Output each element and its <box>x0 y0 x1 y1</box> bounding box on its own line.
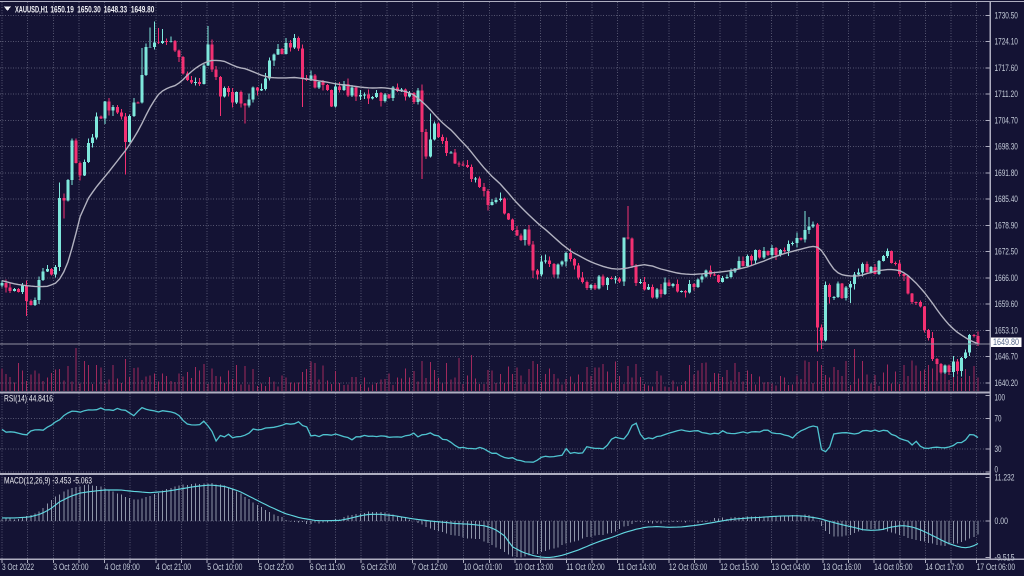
svg-text:6 Oct 11:00: 6 Oct 11:00 <box>310 562 345 572</box>
svg-text:3 Oct 2022: 3 Oct 2022 <box>2 562 34 572</box>
svg-text:11 Oct 02:00: 11 Oct 02:00 <box>566 562 604 572</box>
svg-text:0.00: 0.00 <box>995 516 1008 526</box>
svg-text:12 Oct 03:00: 12 Oct 03:00 <box>669 562 707 572</box>
svg-text:-9.515: -9.515 <box>995 552 1015 562</box>
svg-text:10 Oct 01:00: 10 Oct 01:00 <box>464 562 502 572</box>
svg-text:1648.33: 1648.33 <box>104 4 127 15</box>
svg-text:1649.80: 1649.80 <box>993 337 1019 347</box>
svg-text:4 Oct 21:00: 4 Oct 21:00 <box>156 562 191 572</box>
svg-text:1730.50: 1730.50 <box>995 11 1018 21</box>
svg-text:1653.10: 1653.10 <box>995 326 1018 336</box>
svg-text:11.232: 11.232 <box>995 473 1015 483</box>
svg-text:1685.40: 1685.40 <box>995 194 1018 204</box>
svg-text:1711.20: 1711.20 <box>995 89 1018 99</box>
svg-text:1691.80: 1691.80 <box>995 168 1018 178</box>
svg-text:4 Oct 09:00: 4 Oct 09:00 <box>105 562 140 572</box>
svg-text:11 Oct 14:00: 11 Oct 14:00 <box>618 562 656 572</box>
svg-text:1650.30: 1650.30 <box>77 4 100 15</box>
svg-text:12 Oct 15:00: 12 Oct 15:00 <box>720 562 758 572</box>
svg-text:XAUUSD,H1: XAUUSD,H1 <box>15 4 48 15</box>
svg-text:1666.00: 1666.00 <box>995 273 1018 283</box>
svg-text:5 Oct 10:00: 5 Oct 10:00 <box>207 562 242 572</box>
svg-text:5 Oct 22:00: 5 Oct 22:00 <box>259 562 294 572</box>
svg-text:70: 70 <box>995 413 1002 423</box>
svg-text:1659.60: 1659.60 <box>995 299 1018 309</box>
svg-text:1649.80: 1649.80 <box>131 4 154 15</box>
svg-text:0: 0 <box>995 464 999 474</box>
svg-text:1698.30: 1698.30 <box>995 142 1018 152</box>
svg-text:13 Oct 04:00: 13 Oct 04:00 <box>772 562 810 572</box>
svg-text:13 Oct 16:00: 13 Oct 16:00 <box>823 562 861 572</box>
svg-text:1672.50: 1672.50 <box>995 247 1018 257</box>
svg-text:1650.19: 1650.19 <box>50 4 73 15</box>
svg-text:1640.20: 1640.20 <box>995 378 1018 388</box>
svg-text:100: 100 <box>995 393 1006 403</box>
svg-text:6 Oct 23:00: 6 Oct 23:00 <box>361 562 396 572</box>
svg-text:MACD(12,26,9) -3.453 -5.063: MACD(12,26,9) -3.453 -5.063 <box>4 476 92 486</box>
svg-text:1704.70: 1704.70 <box>995 116 1018 126</box>
svg-text:7 Oct 12:00: 7 Oct 12:00 <box>412 562 447 572</box>
svg-text:17 Oct 06:00: 17 Oct 06:00 <box>977 562 1015 572</box>
svg-text:RSI(14) 44.8416: RSI(14) 44.8416 <box>4 394 53 404</box>
svg-text:1724.10: 1724.10 <box>995 37 1018 47</box>
svg-text:1717.60: 1717.60 <box>995 63 1018 73</box>
svg-text:3 Oct 20:00: 3 Oct 20:00 <box>53 562 88 572</box>
svg-text:10 Oct 13:00: 10 Oct 13:00 <box>515 562 553 572</box>
svg-text:1646.70: 1646.70 <box>995 352 1018 362</box>
svg-text:1678.90: 1678.90 <box>995 221 1018 231</box>
svg-text:30: 30 <box>995 444 1002 454</box>
svg-text:14 Oct 17:00: 14 Oct 17:00 <box>925 562 963 572</box>
svg-text:14 Oct 05:00: 14 Oct 05:00 <box>874 562 912 572</box>
